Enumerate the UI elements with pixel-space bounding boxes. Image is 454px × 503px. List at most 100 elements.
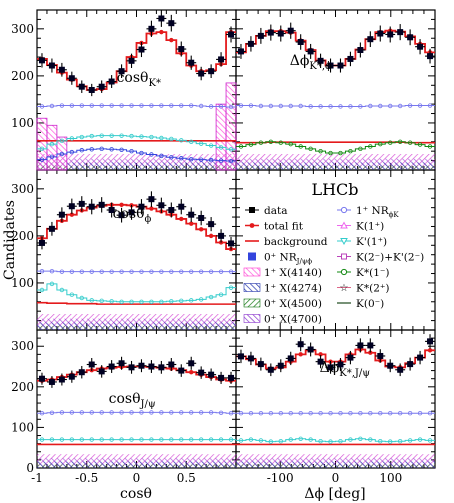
component-point <box>139 299 144 304</box>
panel-label-top-right: ΔϕK*,ϕ <box>290 53 332 72</box>
component-point <box>119 133 124 138</box>
component-point <box>378 103 383 109</box>
component-point <box>397 439 403 444</box>
component-point <box>79 269 84 274</box>
data-point <box>178 367 185 374</box>
component-band-3 <box>236 165 435 170</box>
data-point <box>228 374 235 381</box>
component-point <box>427 438 433 443</box>
data-point <box>128 364 135 371</box>
data-point <box>357 342 364 349</box>
data-point <box>58 211 65 218</box>
legend-label: K*(2⁺) <box>356 282 390 294</box>
data-point <box>297 341 304 348</box>
component-point <box>318 411 323 416</box>
component-point <box>417 142 423 147</box>
component-point <box>159 135 164 141</box>
component-point <box>59 151 65 157</box>
component-point <box>79 134 84 140</box>
component-point <box>169 136 174 142</box>
component-point <box>358 146 363 152</box>
component-point <box>427 411 433 416</box>
component-point <box>218 292 224 297</box>
panel-label-bottom-right: ΔϕK*,J/ψ <box>320 360 371 379</box>
component-point <box>49 103 55 109</box>
component-point <box>39 287 45 293</box>
data-point <box>148 25 155 32</box>
component-point <box>348 437 353 442</box>
component-point <box>159 269 164 274</box>
component-point <box>59 287 65 293</box>
component-point <box>427 103 433 108</box>
component-point <box>308 146 313 152</box>
series-1-nr-k <box>37 411 236 414</box>
component-point <box>169 299 174 304</box>
legend-right-k-0: K(0⁻) <box>337 298 384 310</box>
panel-top-right: ΔϕK*,ϕ <box>236 22 435 170</box>
data-point <box>247 40 254 47</box>
component-point <box>298 144 303 149</box>
data-point <box>118 68 125 75</box>
legend-marker: ☆ <box>340 283 349 294</box>
data-point <box>367 342 374 349</box>
data-point <box>417 354 424 361</box>
data-point <box>88 361 95 368</box>
component-point <box>368 144 373 149</box>
component-point <box>109 133 114 138</box>
panel-label-middle-left: cosθϕ <box>113 206 152 225</box>
data-point <box>158 15 165 22</box>
data-point <box>287 355 294 362</box>
data-point <box>68 203 75 210</box>
legend-marker <box>340 221 348 229</box>
component-point <box>198 297 204 302</box>
component-point <box>69 269 75 274</box>
data-point <box>188 360 195 367</box>
component-point <box>298 103 303 109</box>
component-band-3 <box>37 165 236 170</box>
data-point <box>427 338 434 345</box>
component-point <box>169 103 174 108</box>
component-point <box>208 157 214 163</box>
component-point <box>258 438 264 443</box>
component-point <box>89 437 94 442</box>
component-point <box>358 436 363 441</box>
legend-marker <box>243 298 261 308</box>
component-point <box>59 138 65 144</box>
data-point <box>138 203 145 210</box>
component-point <box>218 104 224 109</box>
component-point <box>388 103 393 109</box>
component-point <box>129 103 134 108</box>
component-point <box>179 410 184 415</box>
component-point <box>228 285 234 290</box>
component-point <box>417 103 423 108</box>
y-tick-label: 300 <box>11 182 34 196</box>
component-point <box>149 269 154 274</box>
component-point <box>328 150 333 156</box>
component-point <box>49 437 55 442</box>
component-point <box>89 147 94 152</box>
component-point <box>388 411 393 416</box>
legend-marker <box>340 238 348 246</box>
panel-label-top-left: cosθK* <box>117 70 161 89</box>
data-point <box>168 207 175 213</box>
component-point <box>169 437 174 442</box>
component-point <box>109 437 114 442</box>
legend-right-1-nr-k: 1⁺ NRϕK <box>337 205 399 219</box>
data-point <box>367 36 374 43</box>
component-point <box>39 268 45 274</box>
data-point <box>78 83 85 90</box>
y-tick-label: 300 <box>11 22 34 36</box>
component-point <box>268 411 274 416</box>
y-tick-label: 200 <box>11 229 34 243</box>
data-point <box>277 30 284 37</box>
component-point <box>129 410 134 415</box>
y-axis-title: Candidates <box>2 200 18 280</box>
legend-marker <box>248 252 256 261</box>
legend-label: 0⁺ NRJ/ψϕ <box>264 251 312 265</box>
data-point <box>88 203 95 210</box>
component-point <box>119 269 124 274</box>
component-point <box>308 437 313 442</box>
data-point <box>257 361 264 368</box>
data-point <box>48 62 55 69</box>
